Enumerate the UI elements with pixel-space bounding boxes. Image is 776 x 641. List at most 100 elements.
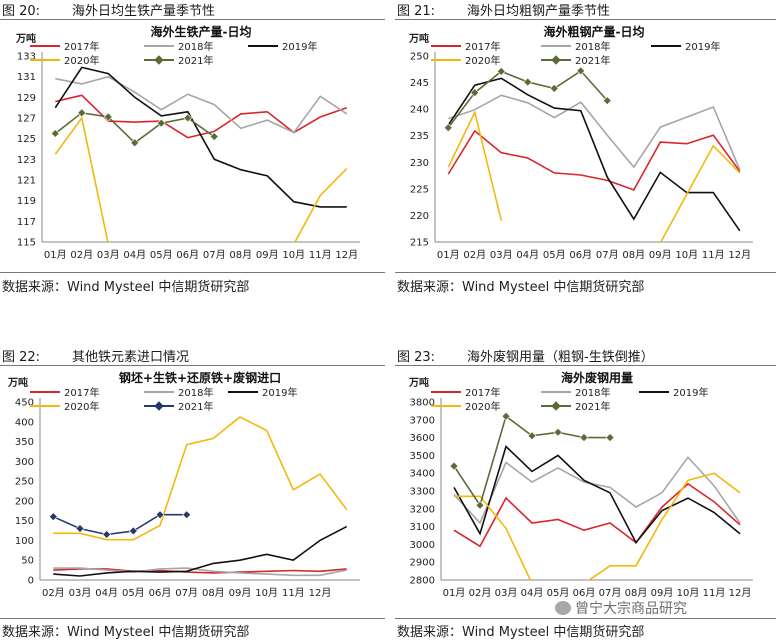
- x-tick-label: 10月: [675, 249, 698, 261]
- figure-header: 图 22: 其他铁元素进口情况: [0, 346, 385, 366]
- y-tick-label: 100: [15, 536, 34, 547]
- x-tick-label: 04月: [123, 249, 146, 261]
- legend-marker: [551, 401, 561, 411]
- figure-title: 其他铁元素进口情况: [72, 350, 190, 365]
- data-point: [156, 118, 166, 128]
- legend-label: 2018年: [575, 386, 610, 399]
- x-tick-label: 09月: [229, 587, 252, 599]
- series-line: [453, 455, 741, 525]
- series-group: [453, 414, 741, 580]
- chart-title: 海外废钢用量: [561, 370, 633, 385]
- series-line: [453, 414, 610, 508]
- data-point: [102, 530, 112, 539]
- data-point: [576, 66, 586, 76]
- series-group: [54, 66, 348, 242]
- data-point: [209, 132, 219, 142]
- x-tick-label: 06月: [569, 249, 592, 261]
- series-line: [447, 109, 741, 242]
- figure-22: 图 22: 其他铁元素进口情况 钢坯+生铁+还原铁+废钢进口 万吨 0 50 100 15…: [0, 346, 385, 641]
- legend-marker: [154, 55, 164, 65]
- series-line: [453, 445, 741, 545]
- x-tick-label: 12月: [335, 249, 358, 261]
- y-tick-label: 131: [17, 72, 36, 83]
- y-unit-label: 万吨: [408, 32, 429, 45]
- y-tick-label: 0: [28, 576, 34, 587]
- data-point: [75, 524, 85, 534]
- data-point: [579, 433, 589, 443]
- y-tick-label: 250: [410, 52, 429, 63]
- legend-label: 2018年: [575, 40, 610, 53]
- y-tick-label: 121: [17, 176, 36, 187]
- source-note: 数据来源：Wind Mysteel 中信期货研究部: [397, 625, 645, 640]
- y-tick-label: 50: [21, 556, 34, 567]
- y-tick-label: 129: [17, 93, 36, 104]
- data-point: [183, 113, 193, 123]
- data-point: [50, 129, 60, 138]
- data-point: [527, 431, 537, 441]
- figure-23: 图 23: 海外废钢用量（粗钢-生铁倒推） 海外废钢用量 万吨 2800 2900 30…: [395, 346, 776, 641]
- figure-20: 图 20: 海外日均生铁产量季节性 海外生铁产量-日均 万吨 115 117 119 12…: [0, 0, 385, 300]
- x-tick-label: 12月: [728, 249, 751, 261]
- legend-marker: [154, 401, 164, 411]
- y-tick-label: 3600: [410, 433, 435, 444]
- x-tick-label: 05月: [150, 249, 173, 261]
- y-tick-label: 3800: [410, 398, 435, 409]
- series-line: [53, 568, 347, 574]
- legend-label: 2017年: [64, 386, 99, 399]
- figure-number: 图 23:: [397, 350, 436, 365]
- data-point: [443, 123, 453, 133]
- x-tick-label: 03月: [97, 249, 120, 261]
- figure-number: 图 22:: [2, 350, 41, 365]
- legend-label: 2020年: [64, 400, 99, 413]
- top-rule: [0, 19, 385, 20]
- y-tick-label: 3500: [410, 451, 435, 462]
- top-rule: [0, 365, 385, 366]
- series-line: [53, 416, 348, 541]
- data-point: [470, 88, 480, 98]
- series-group: [447, 69, 741, 242]
- series-line: [55, 94, 348, 139]
- y-tick-label: 115: [17, 238, 36, 249]
- legend-label: 2019年: [262, 386, 297, 399]
- x-tick-label: 11月: [702, 249, 725, 261]
- data-point: [605, 433, 615, 443]
- data-point: [182, 510, 192, 520]
- x-tick-label: 02月: [463, 249, 486, 261]
- chart-title: 海外生铁产量-日均: [151, 24, 252, 39]
- x-tick-label: 09月: [651, 587, 674, 599]
- data-point: [501, 411, 511, 421]
- y-tick-label: 400: [15, 417, 34, 428]
- bottom-rule: [395, 272, 776, 273]
- y-unit-label: 万吨: [15, 32, 36, 45]
- y-tick-label: 117: [17, 217, 36, 228]
- x-tick-label: 06月: [573, 587, 596, 599]
- source-note: 数据来源：Wind Mysteel 中信期货研究部: [2, 625, 250, 640]
- top-rule: [395, 19, 776, 20]
- y-tick-label: 119: [17, 196, 36, 207]
- data-point: [103, 112, 113, 122]
- y-tick-label: 200: [15, 496, 34, 507]
- x-tick-label: 08月: [202, 587, 225, 599]
- chart-title: 海外粗钢产量-日均: [544, 24, 645, 39]
- source-note: 数据来源：Wind Mysteel 中信期货研究部: [2, 280, 250, 295]
- x-tick-label: 11月: [282, 587, 305, 599]
- figure-header: 图 21: 海外日均粗钢产量季节性: [395, 0, 776, 20]
- watermark-text: 曾宁大宗商品研究: [575, 601, 687, 617]
- legend-label: 2017年: [465, 40, 500, 53]
- y-tick-label: 3400: [410, 469, 435, 480]
- bottom-rule: [0, 618, 385, 619]
- data-point: [130, 138, 140, 148]
- x-tick-label: 01月: [443, 587, 466, 599]
- x-tick-label: 05月: [543, 249, 566, 261]
- x-tick-label: 07月: [599, 587, 622, 599]
- series-line: [453, 482, 741, 548]
- series-line: [53, 567, 347, 577]
- x-tick-label: 10月: [255, 587, 278, 599]
- series-line: [454, 472, 741, 580]
- figure-21: 图 21: 海外日均粗钢产量季节性 海外粗钢产量-日均 万吨 215 220 225 23…: [395, 0, 776, 300]
- legend-label: 2020年: [465, 400, 500, 413]
- x-tick-label: 04月: [516, 249, 539, 261]
- figure-title: 海外日均粗钢产量季节性: [467, 4, 611, 19]
- y-tick-label: 215: [410, 238, 429, 249]
